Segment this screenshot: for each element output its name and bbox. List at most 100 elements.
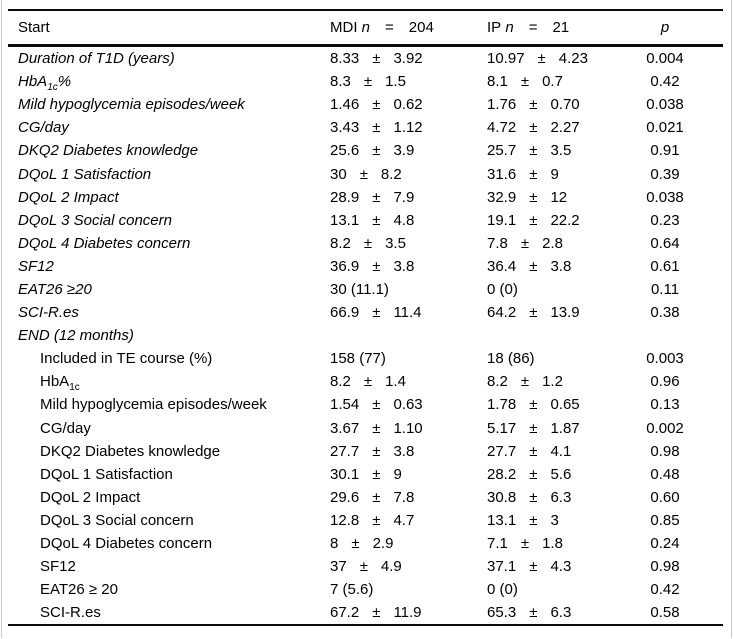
p-value-cell: 0.004 [646,50,684,68]
ip-value-cell: 10.97 ±4.23 [487,50,607,67]
results-table: Start MDI n = 204 IP n = 21 p Duration of T1… [8,9,723,627]
plus-minus-sign: ± [520,535,530,553]
mean-value: 7.8 [487,234,508,252]
plus-minus-sign: ± [529,442,538,460]
table-row: DKQ2 Diabetes knowledge 25.6 ±3.9 25.7 ±3.5 0… [8,139,723,162]
mdi-value-cell: 28.9 ±7.9 [330,189,487,206]
p-value-cell: 0.021 [646,119,684,137]
sd-value: 9 [393,465,402,483]
row-label: SF12 [18,257,54,275]
sd-value: 0.63 [393,396,423,414]
sd-value: 4.23 [558,50,588,68]
header-mdi-label: MDI n [330,19,371,36]
plus-minus-sign: ± [351,535,360,553]
mean-value: 30.8 [487,488,517,506]
p-value-cell: 0.60 [650,488,680,506]
mdi-value-cell: 13.1 ±4.8 [330,212,487,229]
sd-value: 1.87 [550,419,580,437]
ip-value-cell: 32.9 ±12 [487,189,607,206]
sd-value: 13.9 [550,304,580,322]
row-label: DQoL 2 Impact [40,488,141,506]
mean-value: 3.43 [330,119,360,137]
sd-value: 4.8 [393,211,415,229]
table-row: DQoL 1 Satisfaction 30 ±8.2 31.6 ±9 0.39 [8,162,723,185]
mean-value: 8.2 [330,373,351,391]
plus-minus-sign: ± [372,142,381,160]
table-row: SF12 36.9 ±3.8 36.4 ±3.8 0.61 [8,255,723,278]
ip-value-cell: 0 (0) [487,581,607,598]
count-value: 30 (11.1) [330,280,389,298]
row-label: DKQ2 Diabetes knowledge [40,442,221,460]
sd-value: 4.1 [550,442,572,460]
count-value: 158 (77) [330,350,386,368]
row-label: CG/day [40,419,91,437]
mean-value: 64.2 [487,304,517,322]
count-value: 0 (0) [487,581,518,599]
plus-minus-sign: ± [529,465,538,483]
sd-value: 0.62 [393,96,423,114]
p-value-cell: 0.23 [650,211,680,229]
mean-value: 31.6 [487,165,517,183]
mdi-value-cell: 1.54 ±0.63 [330,396,487,413]
mean-value: 1.78 [487,396,517,414]
ip-value-cell: 37.1 ±4.3 [487,558,607,575]
table-row: CG/day 3.43 ±1.12 4.72 ±2.27 0.021 [8,116,723,139]
mean-value: 28.2 [487,465,517,483]
row-label: DQoL 4 Diabetes concern [40,535,213,553]
sd-value: 11.4 [393,304,422,322]
p-value-cell: 0.98 [650,558,680,576]
mean-value: 32.9 [487,188,517,206]
mean-value: 8.33 [330,50,360,68]
p-value-cell: 0.96 [650,373,680,391]
sd-value: 1.12 [393,119,423,137]
plus-minus-sign: ± [529,604,538,622]
ip-value-cell: 7.8 ±2.8 [487,235,607,252]
plus-minus-sign: ± [372,50,381,68]
plus-minus-sign: ± [359,165,368,183]
p-value-cell: 0.61 [650,257,680,275]
row-label: DQoL 1 Satisfaction [40,465,173,483]
row-label: DQoL 4 Diabetes concern [18,234,191,252]
mean-value: 10.97 [487,50,525,68]
mdi-value-cell: 3.67 ±1.10 [330,420,487,437]
plus-minus-sign: ± [520,373,530,391]
mdi-value-cell: 37 ±4.9 [330,558,487,575]
ip-value-cell: 1.76 ±0.70 [487,96,607,113]
plus-minus-sign: ± [529,96,538,114]
mean-value: 36.9 [330,257,360,275]
mdi-value-cell: 8 ±2.9 [330,535,487,552]
plus-minus-sign: ± [372,211,381,229]
ip-value-cell: 36.4 ±3.8 [487,258,607,275]
mean-value: 27.7 [487,442,517,460]
mean-value: 67.2 [330,604,360,622]
plus-minus-sign: ± [520,73,530,91]
mdi-value-cell: 30 ±8.2 [330,166,487,183]
row-label: EAT26 ≥ 20 [40,581,118,599]
mean-value: 25.7 [487,142,517,160]
mean-value: 36.4 [487,257,517,275]
sd-value: 4.7 [393,511,415,529]
plus-minus-sign: ± [529,488,538,506]
mean-value: 29.6 [330,488,360,506]
plus-minus-sign: ± [529,165,538,183]
table-body: Duration of T1D (years) 8.33 ±3.92 10.97 ±4.… [8,47,723,627]
plus-minus-sign: ± [372,465,381,483]
p-value-cell: 0.85 [650,511,680,529]
table-row: SCI-R.es 66.9 ±11.4 64.2 ±13.9 0.38 [8,301,723,324]
plus-minus-sign: ± [529,119,538,137]
table-row: Mild hypoglycemia episodes/week 1.54 ±0.63… [8,393,723,416]
plus-minus-sign: ± [529,511,538,529]
row-label: HbA1c [40,373,80,391]
ip-value-cell: 13.1 ±3 [487,512,607,529]
table-row: Duration of T1D (years) 8.33 ±3.92 10.97 ±4.… [8,47,723,70]
plus-minus-sign: ± [529,257,538,275]
mean-value: 65.3 [487,604,517,622]
sd-value: 12 [550,188,568,206]
mdi-value-cell: 67.2 ±11.9 [330,604,487,621]
mdi-value-cell: 8.2 ±3.5 [330,235,487,252]
mean-value: 8 [330,535,339,553]
mean-value: 8.3 [330,73,351,91]
table-row: EAT26 ≥20 30 (11.1) 0 (0) 0.11 [8,278,723,301]
section-title-row: END (12 months) [8,324,723,347]
